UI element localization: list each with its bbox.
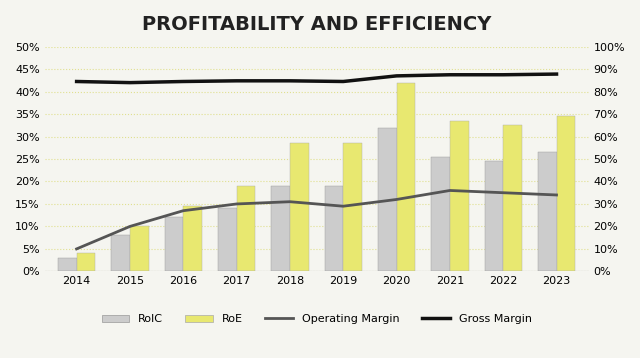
Bar	[237, 186, 255, 271]
Legend: RoIC, RoE, Operating Margin, Gross Margin: RoIC, RoE, Operating Margin, Gross Margi…	[97, 310, 536, 329]
Bar	[557, 116, 575, 271]
Bar	[77, 253, 95, 271]
Bar	[290, 143, 308, 271]
Bar	[130, 226, 148, 271]
Bar	[218, 208, 237, 271]
Bar	[538, 152, 557, 271]
Bar	[183, 206, 202, 271]
Bar	[343, 143, 362, 271]
Bar	[503, 125, 522, 271]
Bar	[397, 83, 415, 271]
Bar	[484, 161, 503, 271]
Bar	[450, 121, 468, 271]
Bar	[324, 186, 343, 271]
Bar	[164, 217, 183, 271]
Bar	[58, 258, 77, 271]
Bar	[111, 236, 130, 271]
Bar	[378, 127, 397, 271]
Bar	[431, 157, 450, 271]
Title: PROFITABILITY AND EFFICIENCY: PROFITABILITY AND EFFICIENCY	[142, 15, 492, 34]
Bar	[271, 186, 290, 271]
